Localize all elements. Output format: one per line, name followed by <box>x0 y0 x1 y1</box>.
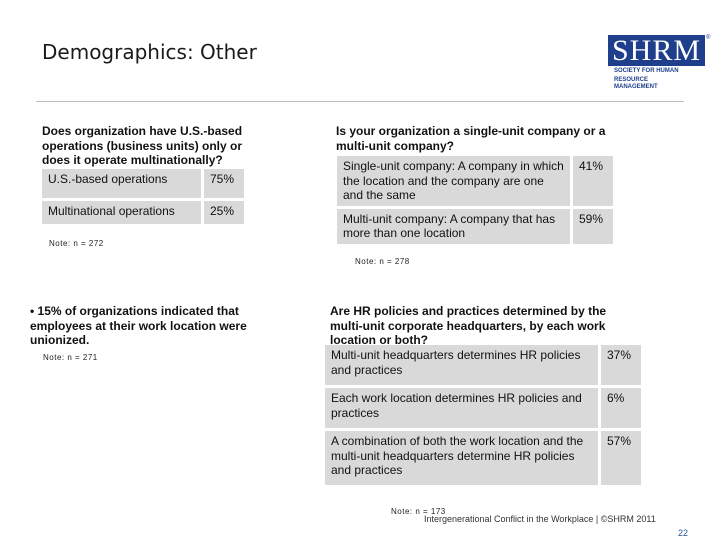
logo-wordmark: SHRM <box>608 35 706 66</box>
q3-row-value: 37% <box>601 345 641 385</box>
unionized-bullet: • 15% of organizations indicated that em… <box>30 304 247 347</box>
logo-registered-mark: ® <box>706 35 711 41</box>
q3-heading: Are HR policies and practices determined… <box>330 304 607 347</box>
q2-note: Note: n = 278 <box>355 257 410 266</box>
table-row: Multi-unit headquarters determines HR po… <box>325 345 641 385</box>
q2-row-label: Single-unit company: A company in which … <box>337 156 570 206</box>
table-row: A combination of both the work location … <box>325 431 641 485</box>
table-row: Multinational operations 25% <box>42 201 244 224</box>
q3-row-value: 6% <box>601 388 641 428</box>
shrm-logo: SHRM ® SOCIETY FOR HUMAN RESOURCE MANAGE… <box>606 35 710 90</box>
q3-row-value: 57% <box>601 431 641 485</box>
q1-heading: Does organization have U.S.-based operat… <box>42 124 243 167</box>
q2-row-value: 41% <box>573 156 613 206</box>
q3-table: Multi-unit headquarters determines HR po… <box>322 342 644 488</box>
bullet-note: Note: n = 271 <box>43 353 98 362</box>
q2-table: Single-unit company: A company in which … <box>334 153 616 247</box>
q2-heading: Is your organization a single-unit compa… <box>336 124 606 153</box>
q3-row-label: A combination of both the work location … <box>325 431 598 485</box>
table-row: U.S.-based operations 75% <box>42 169 244 198</box>
q1-row-label: Multinational operations <box>42 201 201 224</box>
footer-text: Intergenerational Conflict in the Workpl… <box>424 514 656 524</box>
q1-row-label: U.S.-based operations <box>42 169 201 198</box>
q1-table: U.S.-based operations 75% Multinational … <box>39 166 247 227</box>
q1-row-value: 25% <box>204 201 244 224</box>
q2-row-value: 59% <box>573 208 613 244</box>
logo-tagline-2: RESOURCE MANAGEMENT <box>614 77 658 90</box>
q3-note: Note: n = 173 <box>391 507 446 516</box>
q2-row-label: Multi-unit company: A company that has m… <box>337 208 570 244</box>
q1-note: Note: n = 272 <box>49 239 104 248</box>
q3-row-label: Multi-unit headquarters determines HR po… <box>325 345 598 385</box>
q1-row-value: 75% <box>204 169 244 198</box>
q3-row-label: Each work location determines HR policie… <box>325 388 598 428</box>
table-row: Single-unit company: A company in which … <box>337 156 613 206</box>
title-divider <box>36 101 684 102</box>
table-row: Multi-unit company: A company that has m… <box>337 208 613 244</box>
logo-tagline-1: SOCIETY FOR HUMAN <box>614 68 679 74</box>
page-title: Demographics: Other <box>42 40 257 64</box>
table-row: Each work location determines HR policie… <box>325 388 641 428</box>
page-number: 22 <box>678 528 689 538</box>
